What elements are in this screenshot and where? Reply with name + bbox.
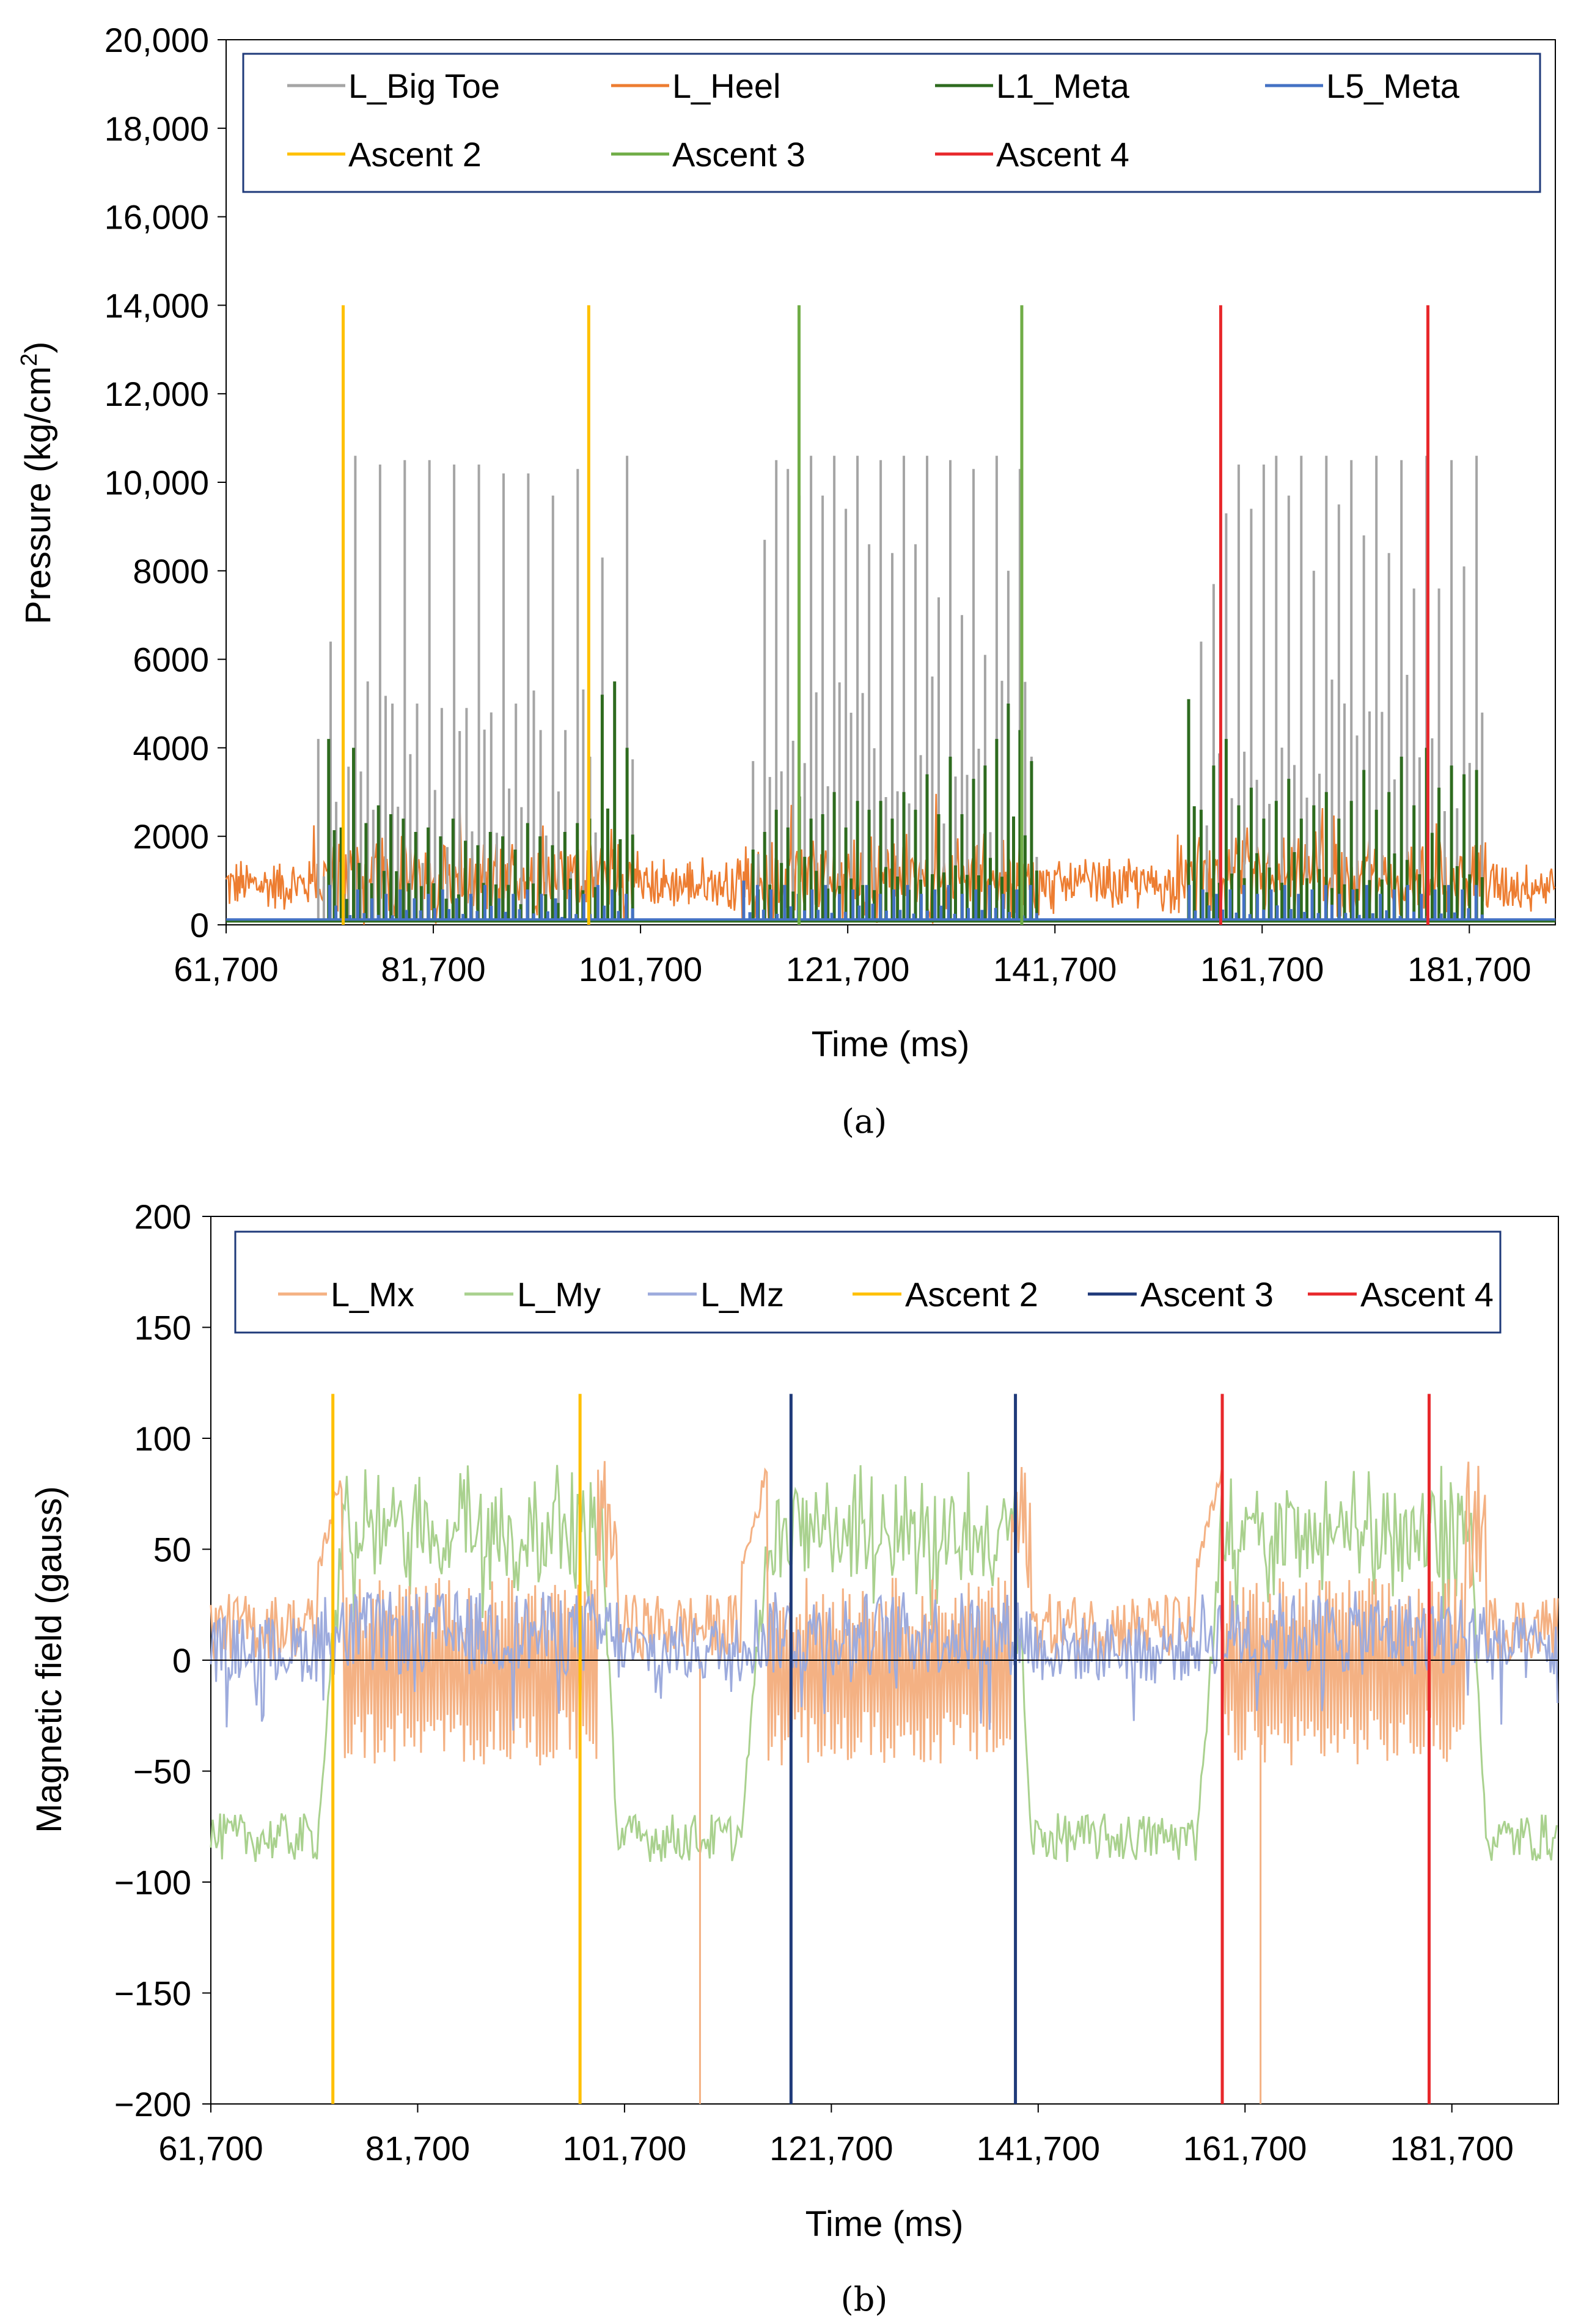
pressure-y-tick-label: 4000 — [133, 729, 209, 767]
pressure-axes: 0 2000 4000 6000 8000 10,000 12,000 14,000 16,00… — [105, 21, 1531, 988]
pressure-y-axis-title: Pressure (kg/cm2) — [17, 342, 58, 625]
pressure-y-tick-label: 16,000 — [105, 198, 209, 237]
magnetic-y-tick-label: −50 — [133, 1752, 191, 1791]
legend-label: L_Mz — [700, 1275, 784, 1314]
magnetic-axes: −200 −150 −100 −50 0 50 100 150 200 61,700 81,700 1… — [114, 1197, 1514, 2168]
magnetic-y-tick-label: 200 — [134, 1197, 191, 1236]
pressure-x-tick-label: 141,700 — [993, 950, 1117, 988]
magnetic-y-tick-label: 0 — [172, 1641, 191, 1680]
magnetic-y-tick-label: 100 — [134, 1419, 191, 1458]
legend-label: Ascent 2 — [905, 1275, 1038, 1314]
caption-a: (a) — [842, 1102, 887, 1141]
magnetic-y-tick-label: 150 — [134, 1309, 191, 1347]
magnetic-x-tick-label: 161,700 — [1183, 2129, 1307, 2168]
legend-label: Ascent 3 — [1140, 1275, 1274, 1314]
magnetic-chart: −200 −150 −100 −50 0 50 100 150 200 61,700 81,700 1… — [29, 1197, 1559, 2318]
legend-label: L5_Meta — [1326, 67, 1460, 105]
magnetic-y-tick-label: −150 — [114, 1974, 191, 2013]
pressure-y-tick-label: 6000 — [133, 641, 209, 679]
pressure-x-tick-label: 181,700 — [1407, 950, 1531, 988]
magnetic-x-tick-label: 81,700 — [365, 2129, 470, 2168]
pressure-y-tick-label: 10,000 — [105, 463, 209, 502]
series-line-l-my — [210, 1465, 1558, 1863]
pressure-x-tick-label: 101,700 — [579, 950, 702, 988]
pressure-y-tick-label: 2000 — [133, 817, 209, 856]
legend-label: Ascent 4 — [996, 135, 1129, 174]
pressure-y-tick-label: 14,000 — [105, 286, 209, 325]
pressure-x-tick-label: 161,700 — [1200, 950, 1324, 988]
pressure-legend-box — [242, 53, 1541, 193]
magnetic-y-tick-label: −200 — [114, 2085, 191, 2124]
pressure-y-tick-label: 20,000 — [105, 21, 209, 59]
legend-label: Ascent 4 — [1360, 1275, 1494, 1314]
legend-label: Ascent 3 — [672, 135, 805, 174]
pressure-y-tick-label: 12,000 — [105, 375, 209, 413]
magnetic-x-tick-label: 61,700 — [158, 2129, 263, 2168]
magnetic-x-tick-label: 181,700 — [1390, 2129, 1513, 2168]
series-l1-meta — [226, 681, 1555, 923]
magnetic-x-tick-label: 121,700 — [769, 2129, 893, 2168]
legend-label: L_My — [517, 1275, 601, 1314]
legend-label: L_Big Toe — [348, 67, 500, 105]
magnetic-x-tick-label: 101,700 — [563, 2129, 686, 2168]
pressure-x-axis-title: Time (ms) — [812, 1024, 970, 1064]
legend-label: L_Mx — [331, 1275, 414, 1314]
pressure-y-tick-label: 0 — [190, 906, 209, 944]
series-l5-meta — [226, 880, 1555, 921]
caption-b: (b) — [841, 2280, 888, 2318]
pressure-y-tick-label: 8000 — [133, 552, 209, 590]
pressure-x-tick-label: 121,700 — [786, 950, 909, 988]
magnetic-x-tick-label: 141,700 — [977, 2129, 1100, 2168]
pressure-series-group — [225, 305, 1556, 925]
magnetic-legend-box — [234, 1230, 1502, 1334]
pressure-x-tick-label: 81,700 — [381, 950, 485, 988]
magnetic-x-axis-title: Time (ms) — [805, 2204, 964, 2244]
magnetic-y-tick-label: −100 — [114, 1863, 191, 1902]
legend-label: L1_Meta — [996, 67, 1130, 105]
legend-label: Ascent 2 — [348, 135, 482, 174]
magnetic-y-tick-label: 50 — [153, 1531, 191, 1569]
pressure-chart: 0 2000 4000 6000 8000 10,000 12,000 14,000 16,00… — [17, 21, 1556, 1141]
magnetic-y-axis-title: Magnetic field (gauss) — [29, 1486, 69, 1833]
magnetic-series-group — [210, 1394, 1559, 2104]
magnetic-legend: L_Mx L_My L_Mz Ascent 2 Ascent 3 Ascent 4 — [234, 1230, 1502, 1334]
pressure-x-tick-label: 61,700 — [174, 950, 278, 988]
pressure-legend: L_Big Toe L_Heel L1_Meta L5_Meta Ascent 2 Asc… — [242, 53, 1541, 193]
legend-label: L_Heel — [672, 67, 780, 105]
pressure-y-tick-label: 18,000 — [105, 109, 209, 148]
